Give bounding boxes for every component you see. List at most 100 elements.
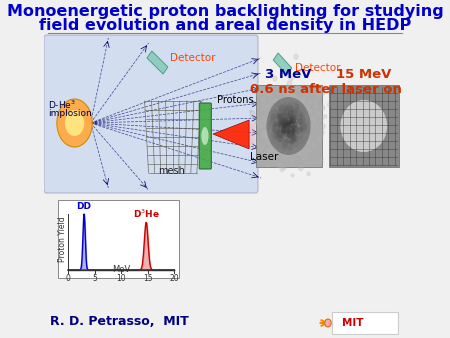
Circle shape [286, 122, 288, 125]
Circle shape [262, 155, 266, 160]
Circle shape [301, 127, 305, 133]
Circle shape [305, 139, 310, 144]
Circle shape [277, 114, 279, 117]
Circle shape [314, 100, 317, 104]
Circle shape [309, 110, 311, 112]
Circle shape [298, 150, 303, 156]
Circle shape [315, 105, 318, 109]
Circle shape [309, 118, 312, 122]
Circle shape [292, 131, 295, 134]
Circle shape [320, 116, 324, 121]
Circle shape [279, 108, 281, 110]
Circle shape [288, 102, 290, 104]
Circle shape [262, 125, 265, 129]
Circle shape [307, 147, 310, 152]
Circle shape [298, 122, 300, 124]
Circle shape [294, 101, 297, 105]
Circle shape [272, 146, 276, 150]
Circle shape [296, 109, 297, 112]
FancyBboxPatch shape [199, 103, 211, 169]
Circle shape [287, 144, 292, 149]
Circle shape [277, 132, 281, 138]
Circle shape [271, 114, 276, 120]
Circle shape [285, 119, 287, 122]
Circle shape [273, 76, 277, 81]
Circle shape [278, 134, 282, 139]
Circle shape [289, 112, 292, 116]
Circle shape [315, 105, 316, 107]
Circle shape [299, 128, 303, 132]
Circle shape [250, 110, 252, 112]
Circle shape [308, 108, 310, 111]
Ellipse shape [57, 99, 92, 147]
Circle shape [301, 117, 305, 123]
Circle shape [317, 95, 319, 98]
Circle shape [287, 120, 289, 124]
Circle shape [284, 113, 289, 118]
Circle shape [271, 116, 274, 119]
Circle shape [292, 174, 294, 177]
Circle shape [288, 126, 293, 132]
Circle shape [289, 115, 293, 119]
Circle shape [292, 116, 296, 120]
Circle shape [273, 153, 275, 156]
Circle shape [307, 172, 310, 176]
Circle shape [290, 95, 294, 100]
Text: D$^3$He: D$^3$He [133, 207, 160, 220]
Circle shape [306, 162, 308, 165]
Circle shape [279, 115, 283, 120]
Circle shape [291, 125, 296, 131]
Circle shape [266, 140, 271, 145]
Circle shape [289, 115, 292, 118]
Circle shape [284, 110, 286, 112]
Circle shape [264, 88, 268, 92]
Circle shape [276, 137, 280, 142]
Circle shape [308, 121, 311, 124]
Circle shape [301, 128, 303, 131]
Circle shape [270, 112, 273, 117]
Circle shape [282, 123, 284, 126]
Circle shape [254, 120, 258, 124]
Circle shape [273, 123, 276, 126]
Circle shape [295, 104, 299, 109]
Circle shape [263, 134, 267, 139]
Circle shape [292, 136, 297, 141]
Circle shape [324, 115, 327, 118]
Circle shape [274, 124, 277, 127]
Circle shape [291, 120, 293, 123]
Bar [332, 312, 398, 334]
Circle shape [261, 130, 266, 136]
Circle shape [275, 135, 278, 139]
Circle shape [291, 141, 293, 144]
Circle shape [325, 319, 331, 327]
Circle shape [299, 152, 302, 155]
Text: Proton Yield: Proton Yield [58, 216, 67, 262]
Circle shape [283, 111, 285, 114]
Circle shape [293, 135, 295, 137]
Circle shape [292, 135, 296, 140]
Circle shape [262, 104, 264, 106]
Circle shape [306, 105, 310, 111]
Circle shape [288, 147, 291, 151]
Circle shape [266, 164, 269, 167]
Text: 15 MeV: 15 MeV [336, 68, 392, 81]
Circle shape [283, 153, 287, 159]
Circle shape [268, 147, 272, 152]
Circle shape [284, 125, 285, 128]
Circle shape [305, 152, 307, 154]
Circle shape [299, 136, 302, 139]
Circle shape [295, 104, 298, 108]
Circle shape [283, 106, 287, 112]
Circle shape [292, 125, 295, 128]
Circle shape [300, 113, 303, 116]
Circle shape [278, 123, 280, 127]
Circle shape [273, 130, 274, 132]
Circle shape [302, 113, 304, 116]
Text: DD: DD [76, 202, 91, 211]
Circle shape [310, 122, 312, 125]
Circle shape [297, 100, 298, 103]
Circle shape [261, 97, 264, 101]
Circle shape [321, 158, 324, 161]
Circle shape [328, 103, 330, 106]
Circle shape [270, 121, 274, 126]
